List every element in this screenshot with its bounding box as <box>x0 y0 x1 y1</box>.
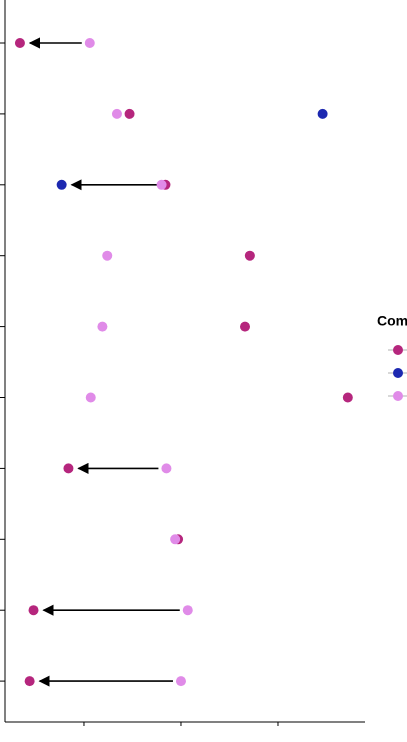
dot <box>182 605 193 616</box>
dot <box>28 605 39 616</box>
dot <box>175 676 186 687</box>
dot <box>14 38 25 48</box>
dot <box>161 463 172 474</box>
dot <box>244 250 255 261</box>
dot <box>124 108 135 119</box>
dot <box>102 250 113 261</box>
dot <box>85 392 96 403</box>
dot <box>170 534 181 545</box>
dot <box>342 392 353 403</box>
dot <box>63 463 74 474</box>
legend-key <box>393 345 403 355</box>
legend-key <box>393 368 403 378</box>
legend-key <box>393 391 403 401</box>
dot <box>317 108 328 119</box>
dot <box>97 321 108 332</box>
dot <box>240 321 250 332</box>
dot <box>24 676 35 687</box>
dot <box>56 179 67 190</box>
legend-title: Com <box>377 313 407 329</box>
dot <box>111 108 122 119</box>
dot <box>156 179 167 190</box>
dot <box>84 38 95 48</box>
